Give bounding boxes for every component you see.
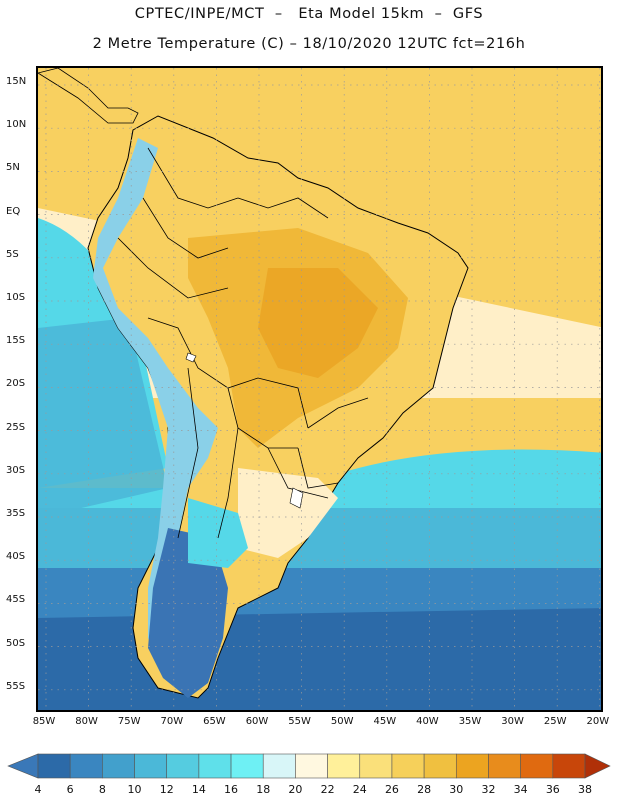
colorbar-arrow-left bbox=[7, 753, 39, 779]
lat-label: 30S bbox=[6, 464, 26, 476]
lat-label: 35S bbox=[6, 508, 26, 519]
colorbar-swatch bbox=[423, 753, 457, 779]
lat-label: 45S bbox=[6, 594, 26, 606]
colorbar-tick-label: 4 bbox=[34, 783, 42, 796]
colorbar-tick-label: 6 bbox=[66, 783, 74, 796]
colorbar-swatch bbox=[262, 753, 296, 779]
lat-label: 55S bbox=[6, 680, 26, 692]
map-canvas bbox=[38, 68, 601, 710]
colorbar-tick-label: 26 bbox=[384, 783, 399, 796]
lake-titicaca bbox=[185, 352, 197, 363]
colorbar-swatch bbox=[134, 753, 168, 779]
colorbar-tick-label: 38 bbox=[578, 783, 592, 796]
lon-label: 50W bbox=[330, 716, 354, 727]
colorbar-tick-label: 10 bbox=[127, 783, 142, 796]
lon-label: 45W bbox=[373, 716, 397, 727]
colorbar-tick-label: 18 bbox=[256, 783, 271, 796]
lat-label: 10S bbox=[6, 292, 26, 303]
lat-label: EQ bbox=[6, 205, 21, 217]
lon-label: 30W bbox=[501, 716, 524, 727]
lon-label: 75W bbox=[117, 716, 141, 727]
colorbar-swatch bbox=[295, 753, 328, 779]
lon-label: 60W bbox=[245, 716, 269, 727]
lat-label: 15N bbox=[6, 76, 27, 87]
lat-label: 5S bbox=[6, 248, 19, 260]
colorbar-swatch bbox=[455, 753, 489, 779]
lat-label: 20S bbox=[6, 378, 26, 390]
colorbar-swatch bbox=[69, 753, 103, 779]
lat-label: 5N bbox=[6, 162, 20, 174]
temperature-map bbox=[36, 66, 603, 712]
title-line-1: CPTEC/INPE/MCT – Eta Model 15km – GFS bbox=[134, 6, 484, 22]
colorbar-tick-label: 14 bbox=[191, 783, 206, 796]
pampas-pale bbox=[238, 468, 338, 558]
lon-label: 55W bbox=[288, 716, 311, 727]
lon-label: 35W bbox=[458, 716, 482, 727]
colorbar-arrow-right bbox=[584, 753, 611, 779]
andes-cold bbox=[93, 138, 218, 658]
lon-label: 70W bbox=[160, 716, 184, 727]
colorbar-tick-label: 34 bbox=[513, 783, 528, 796]
ocean-north-top bbox=[38, 68, 601, 128]
colorbar-swatch bbox=[230, 753, 264, 779]
colorbar-tick-label: 16 bbox=[224, 783, 239, 796]
patagonia-mid bbox=[188, 498, 248, 568]
colorbar-swatch bbox=[327, 753, 361, 779]
lat-label: 25S bbox=[6, 421, 26, 433]
lat-label: 50S bbox=[6, 637, 26, 649]
lon-label: 25W bbox=[543, 716, 567, 727]
ocean-south-cold bbox=[38, 608, 601, 710]
lagoa-dos-patos bbox=[289, 487, 304, 509]
interior-hotter bbox=[258, 268, 378, 378]
colorbar-swatch bbox=[488, 753, 521, 779]
colorbar-tick-label: 30 bbox=[449, 783, 464, 796]
lat-label: 40S bbox=[6, 551, 26, 563]
colorbar-tick-label: 20 bbox=[288, 783, 303, 796]
colorbar-tick-label: 8 bbox=[98, 783, 106, 796]
colorbar-tick-label: 32 bbox=[481, 783, 496, 796]
lon-label: 20W bbox=[586, 716, 610, 727]
country-borders bbox=[117, 147, 369, 539]
colorbar-swatch bbox=[520, 753, 554, 779]
colorbar-swatch bbox=[198, 753, 232, 779]
ocean-pacific-mid bbox=[38, 318, 168, 518]
colorbar-tick-label: 36 bbox=[545, 783, 560, 796]
patagonia-cold bbox=[148, 528, 228, 698]
lon-label: 65W bbox=[203, 716, 226, 727]
colorbar-tick-label: 24 bbox=[352, 783, 367, 796]
colorbar bbox=[7, 753, 611, 779]
colorbar-tick-label: 12 bbox=[159, 783, 174, 796]
colorbar-swatch bbox=[391, 753, 425, 779]
colorbar-swatch bbox=[102, 753, 135, 779]
colorbar-swatch bbox=[166, 753, 200, 779]
colorbar-tick-label: 22 bbox=[320, 783, 335, 796]
central-america bbox=[38, 68, 139, 124]
colorbar-tick-label: 28 bbox=[417, 783, 432, 796]
colorbar-swatch bbox=[359, 753, 393, 779]
colorbar-swatch bbox=[552, 753, 586, 779]
title-line-2: 2 Metre Temperature (C) – 18/10/2020 12U… bbox=[92, 36, 526, 52]
lon-label: 80W bbox=[75, 716, 98, 727]
lon-label: 40W bbox=[416, 716, 439, 727]
lon-label: 85W bbox=[32, 716, 56, 727]
lat-label: 15S bbox=[6, 335, 26, 347]
colorbar-swatch bbox=[37, 753, 71, 779]
lat-label: 10N bbox=[6, 119, 27, 131]
